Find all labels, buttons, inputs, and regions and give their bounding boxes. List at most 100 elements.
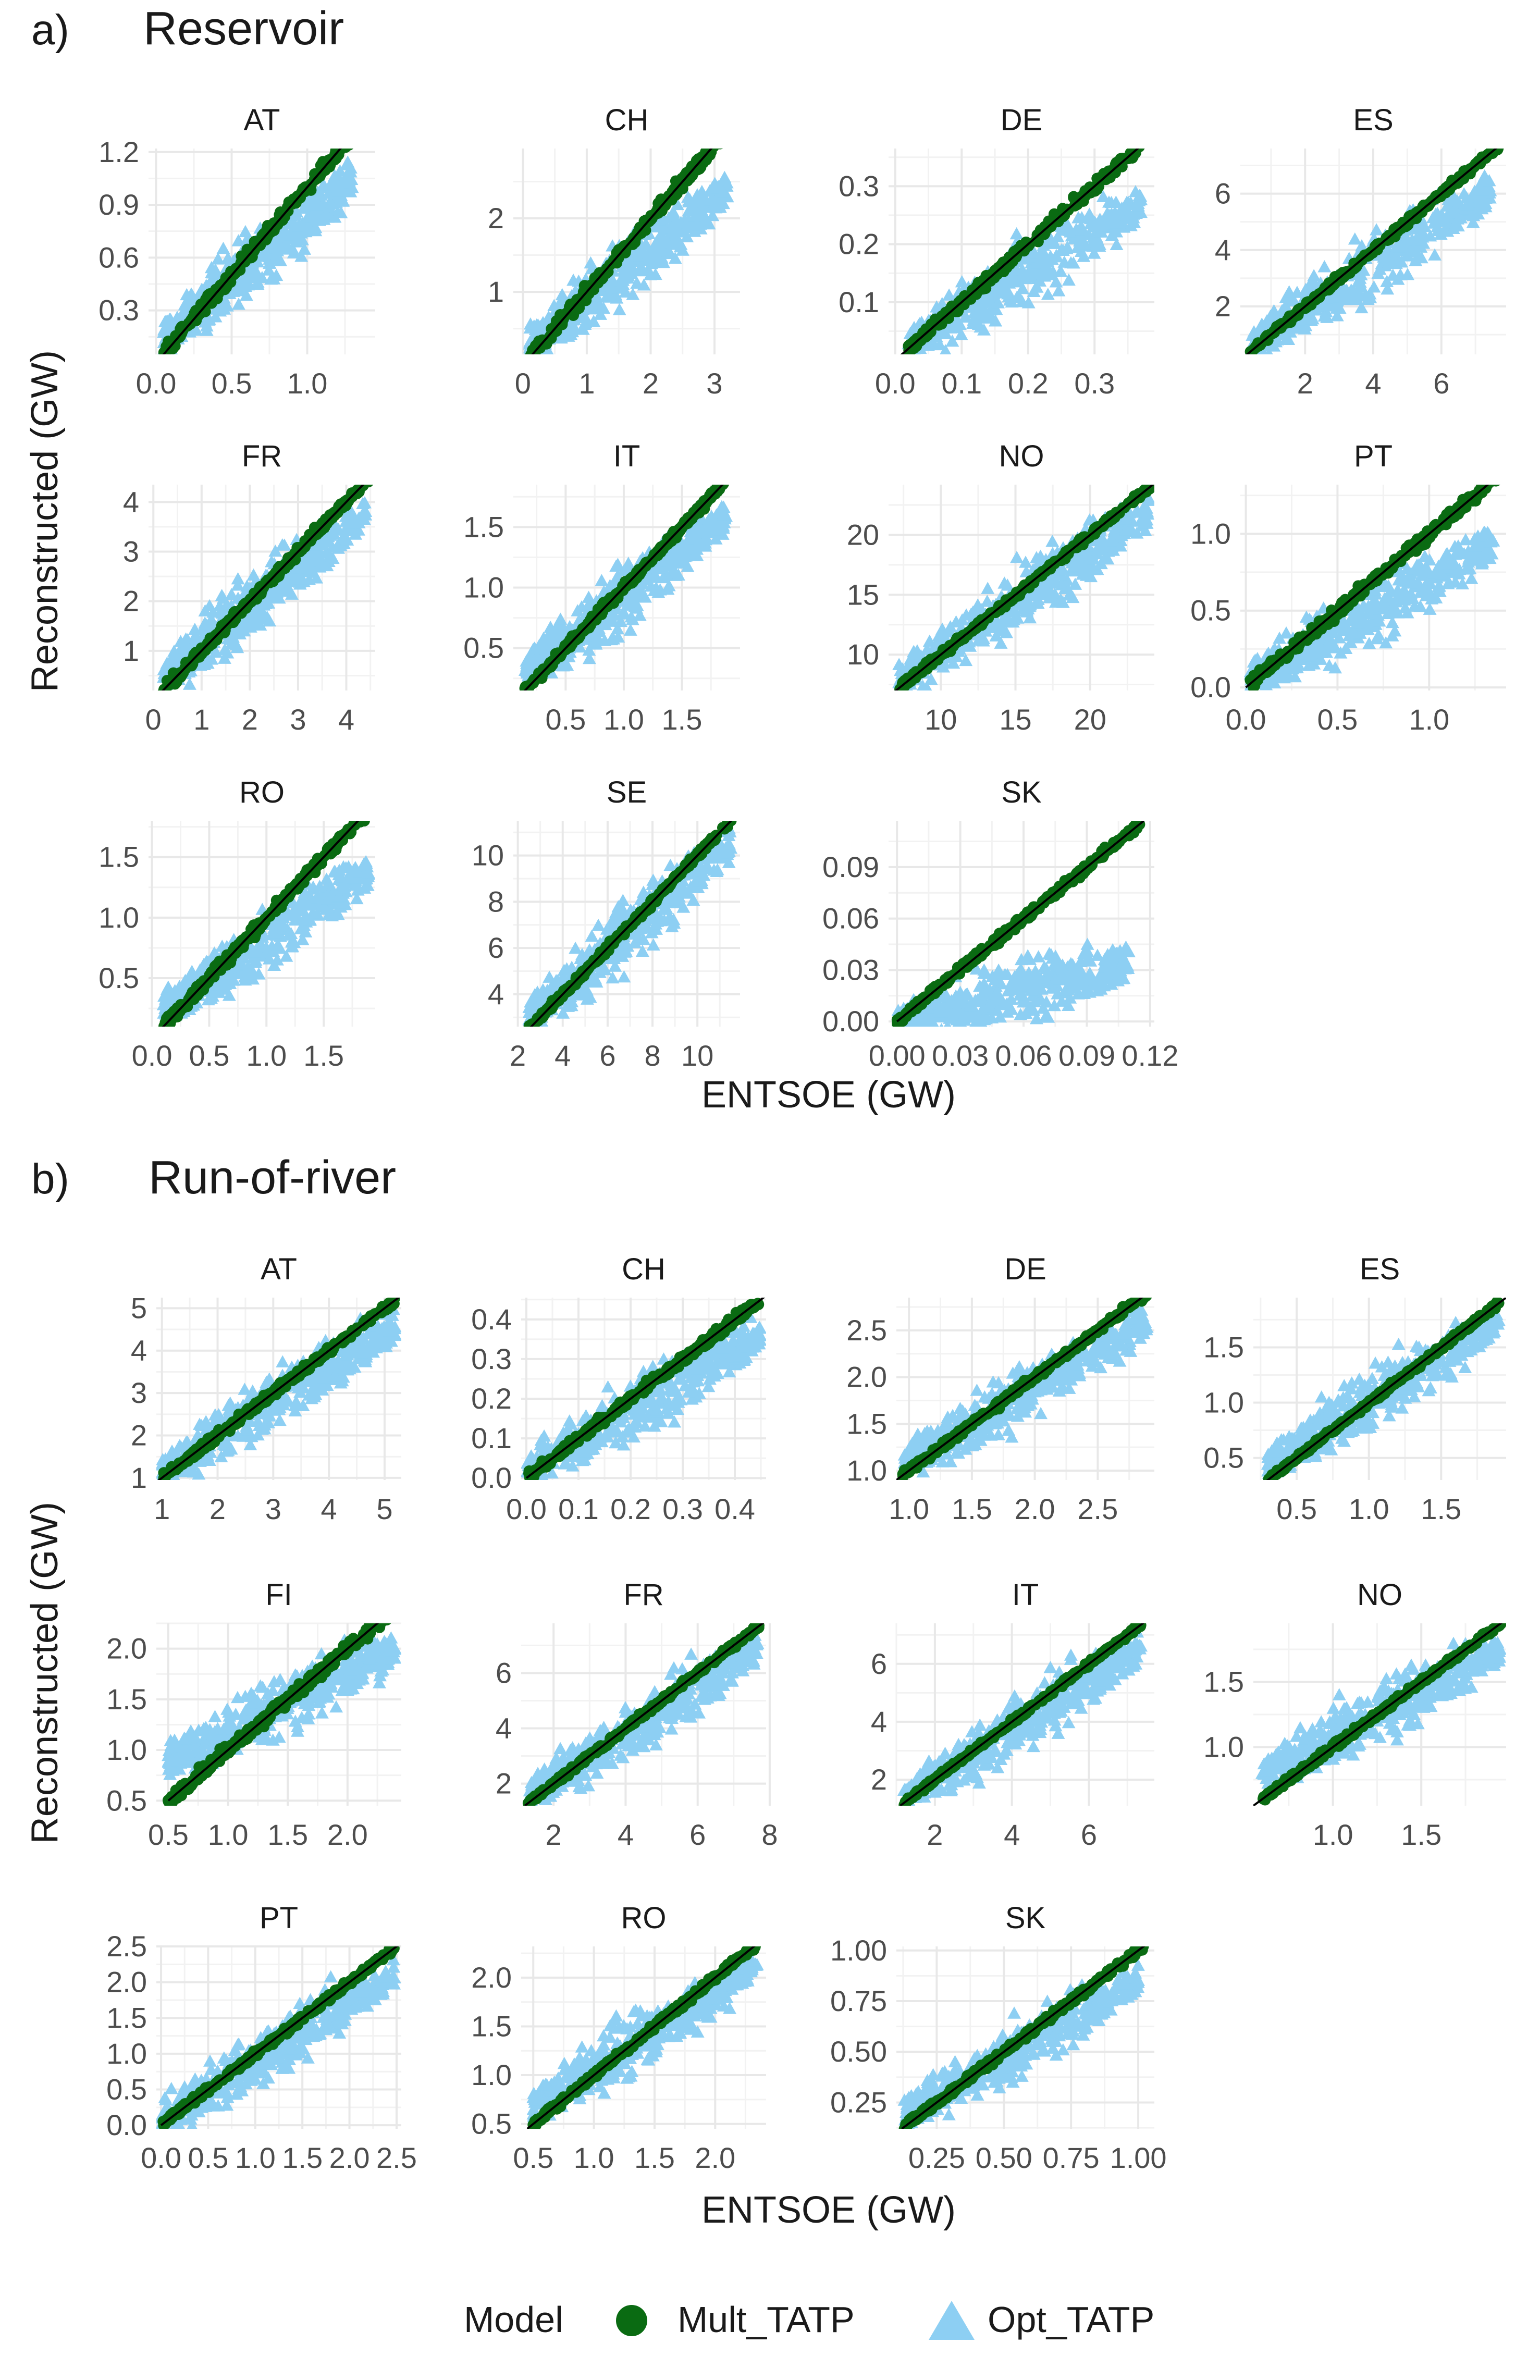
opt-tatp-point (1038, 250, 1052, 263)
opt-tatp-point (981, 582, 995, 594)
opt-tatp-point (276, 583, 290, 595)
section-a-tag: a) (31, 6, 69, 54)
opt-tatp-point (310, 198, 324, 211)
opt-tatp-point (922, 634, 937, 647)
y-tick-label: 0.1 (839, 286, 879, 318)
opt-tatp-point (1476, 183, 1490, 196)
opt-tatp-point (1084, 216, 1098, 229)
identity-line (523, 485, 724, 690)
opt-tatp-point (340, 533, 354, 546)
opt-tatp-point (1022, 267, 1037, 280)
opt-tatp-point (1109, 216, 1123, 229)
mult-tatp-point (363, 485, 374, 488)
opt-tatp-point (347, 524, 361, 536)
opt-tatp-point (1140, 516, 1154, 529)
opt-tatp-point (1075, 211, 1089, 224)
opt-tatp-point (625, 263, 639, 276)
opt-tatp-point (1119, 523, 1133, 536)
opt-tatp-point (1325, 298, 1339, 310)
opt-tatp-point (718, 171, 732, 184)
opt-tatp-point (1114, 539, 1128, 552)
mult-tatp-point (204, 296, 216, 308)
opt-tatp-point (1414, 251, 1428, 264)
opt-tatp-point (637, 278, 651, 291)
opt-tatp-point (979, 624, 993, 637)
opt-tatp-point (1119, 512, 1133, 525)
x-tick-label: 0.3 (1074, 367, 1115, 400)
opt-tatp-point (232, 275, 247, 287)
opt-tatp-point (1066, 256, 1080, 269)
opt-tatp-point (664, 559, 679, 571)
opt-tatp-point (1467, 208, 1481, 221)
opt-tatp-point (688, 209, 702, 222)
opt-tatp-point (995, 614, 1009, 626)
opt-tatp-point (289, 208, 303, 221)
opt-tatp-point (291, 561, 305, 574)
mult-tatp-point (227, 616, 239, 628)
x-tick-label: 6 (1433, 367, 1449, 400)
opt-tatp-point (606, 614, 620, 627)
opt-tatp-point (1305, 312, 1320, 325)
opt-tatp-point (709, 532, 723, 545)
opt-tatp-point (198, 604, 212, 616)
opt-tatp-point (1024, 262, 1038, 274)
opt-tatp-point (1128, 184, 1142, 198)
opt-tatp-point (1110, 238, 1124, 251)
opt-tatp-point (269, 268, 284, 281)
opt-tatp-point (182, 677, 196, 690)
y-tick-label: 0.2 (839, 228, 879, 261)
x-tick-label: 2 (242, 703, 258, 736)
y-tick-label: 0.5 (463, 632, 504, 664)
x-tick-label: 0.0 (136, 367, 177, 400)
opt-tatp-point (1104, 195, 1118, 208)
opt-tatp-point (1395, 255, 1409, 268)
opt-tatp-point (238, 225, 252, 238)
opt-tatp-point (184, 287, 199, 300)
opt-tatp-point (673, 240, 687, 253)
opt-tatp-point (1381, 256, 1395, 269)
opt-tatp-point (704, 515, 718, 527)
mult-tatp-point (305, 179, 317, 191)
opt-tatp-point (702, 217, 716, 230)
opt-tatp-point (625, 613, 639, 625)
opt-tatp-point (1060, 581, 1074, 594)
opt-tatp-point (1260, 314, 1274, 327)
opt-tatp-point (611, 558, 625, 570)
opt-tatp-point (680, 221, 694, 233)
opt-tatp-point (231, 572, 245, 585)
opt-tatp-point (534, 322, 548, 335)
opt-tatp-point (1044, 234, 1058, 246)
opt-tatp-point (602, 278, 617, 291)
opt-tatp-point (1035, 269, 1049, 281)
opt-tatp-point (1317, 309, 1332, 322)
opt-tatp-point (996, 624, 1010, 636)
opt-tatp-point (954, 327, 968, 340)
panel-at-reservoir: 0.0 0.5 1.00.30.60.91.2AT (98, 103, 375, 400)
opt-tatp-point (343, 185, 358, 198)
opt-tatp-point (1450, 212, 1464, 225)
mult-tatp-point (190, 315, 202, 327)
opt-tatp-point (587, 314, 601, 327)
opt-tatp-point (333, 164, 347, 177)
mult-tatp-point (303, 532, 315, 544)
opt-tatp-point (1442, 193, 1456, 205)
mult-tatp-point (695, 499, 707, 511)
opt-tatp-point (1411, 232, 1425, 244)
section-a-x-axis-label: ENTSOE (GW) (701, 1074, 956, 1116)
opt-tatp-point (634, 585, 648, 597)
opt-tatp-point (1361, 292, 1375, 305)
opt-tatp-point (679, 539, 693, 551)
mult-tatp-point (158, 347, 170, 354)
opt-tatp-point (603, 578, 617, 591)
section-b-y-axis-label: Reconstructed (GW) (24, 1502, 66, 1844)
opt-tatp-point (1042, 591, 1056, 603)
opt-tatp-point (1074, 219, 1088, 232)
opt-tatp-point (237, 624, 251, 637)
opt-tatp-point (1342, 292, 1357, 305)
panel-title: ES (1353, 103, 1393, 137)
opt-tatp-point (1049, 275, 1063, 288)
y-tick-label: 2 (123, 585, 139, 618)
opt-tatp-point (544, 624, 558, 637)
